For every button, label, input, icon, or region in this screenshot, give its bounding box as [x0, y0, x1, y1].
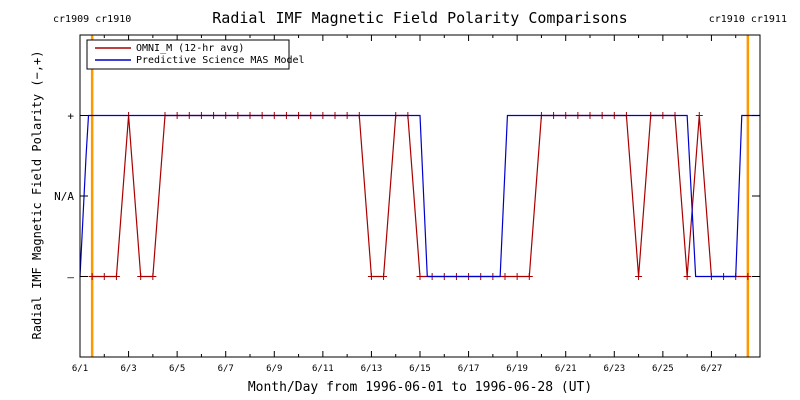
data-point — [100, 273, 108, 280]
axis-ticks: 6/1 6/3 6/5 6/7 6/9 6/11 6/13 6/15 6/17 6/19 6/21 6… — [54, 35, 760, 374]
x-tick-label: 6/7 — [218, 364, 234, 374]
x-tick-label: 6/3 — [120, 364, 136, 374]
data-point — [137, 273, 145, 280]
x-tick-label: 6/9 — [266, 364, 282, 374]
x-tick-label: 6/5 — [169, 364, 185, 374]
data-point — [380, 273, 388, 280]
x-tick-label: 6/1 — [72, 364, 88, 374]
x-tick-label: 6/11 — [312, 364, 334, 374]
plot-frame — [79, 34, 761, 358]
y-tick-label: N/A — [54, 190, 74, 203]
series-line-0 — [92, 114, 748, 278]
data-point — [501, 273, 509, 280]
carrington-label-right-1: cr1911 — [751, 14, 787, 25]
data-point — [112, 273, 120, 280]
x-axis-label: Month/Day from 1996-06-01 to 1996-06-28 … — [248, 380, 592, 395]
x-tick-label: 6/25 — [652, 364, 674, 374]
x-tick-label: 6/21 — [555, 364, 577, 374]
x-tick-label: 6/27 — [701, 364, 723, 374]
data-point — [367, 273, 375, 280]
legend-label-model: Predictive Science MAS Model — [136, 55, 305, 66]
data-point — [695, 112, 703, 119]
data-point — [149, 273, 157, 280]
legend-box — [86, 39, 290, 70]
x-tick-label: 6/19 — [506, 364, 528, 374]
legend: OMNI_M (12-hr avg) Predictive Science MA… — [86, 39, 305, 70]
x-tick-label: 6/15 — [409, 364, 431, 374]
data-point — [88, 273, 96, 280]
y-tick-label: – — [67, 271, 74, 284]
y-tick-label: + — [67, 110, 74, 123]
carrington-label-right-0: cr1910 — [95, 14, 131, 25]
data-point — [525, 273, 533, 280]
chart-title: Radial IMF Magnetic Field Polarity Compa… — [212, 9, 627, 27]
x-tick-label: 6/23 — [603, 364, 625, 374]
y-axis-label: Radial IMF Magnetic Field Polarity (−,+) — [30, 51, 44, 340]
series-line-1 — [79, 114, 760, 278]
x-tick-label: 6/17 — [458, 364, 480, 374]
data-point — [513, 273, 521, 280]
data-point — [416, 273, 424, 280]
data-point — [635, 273, 643, 280]
legend-label-omni: OMNI_M (12-hr avg) — [136, 43, 244, 54]
data-point — [683, 273, 691, 280]
carrington-markers: cr1909 cr1910 cr1910 cr1911 — [53, 14, 787, 357]
series-layer — [79, 112, 760, 280]
carrington-label-left-0: cr1909 — [53, 14, 89, 25]
carrington-label-left-1: cr1910 — [709, 14, 745, 25]
data-point — [744, 273, 752, 280]
x-tick-label: 6/13 — [361, 364, 383, 374]
